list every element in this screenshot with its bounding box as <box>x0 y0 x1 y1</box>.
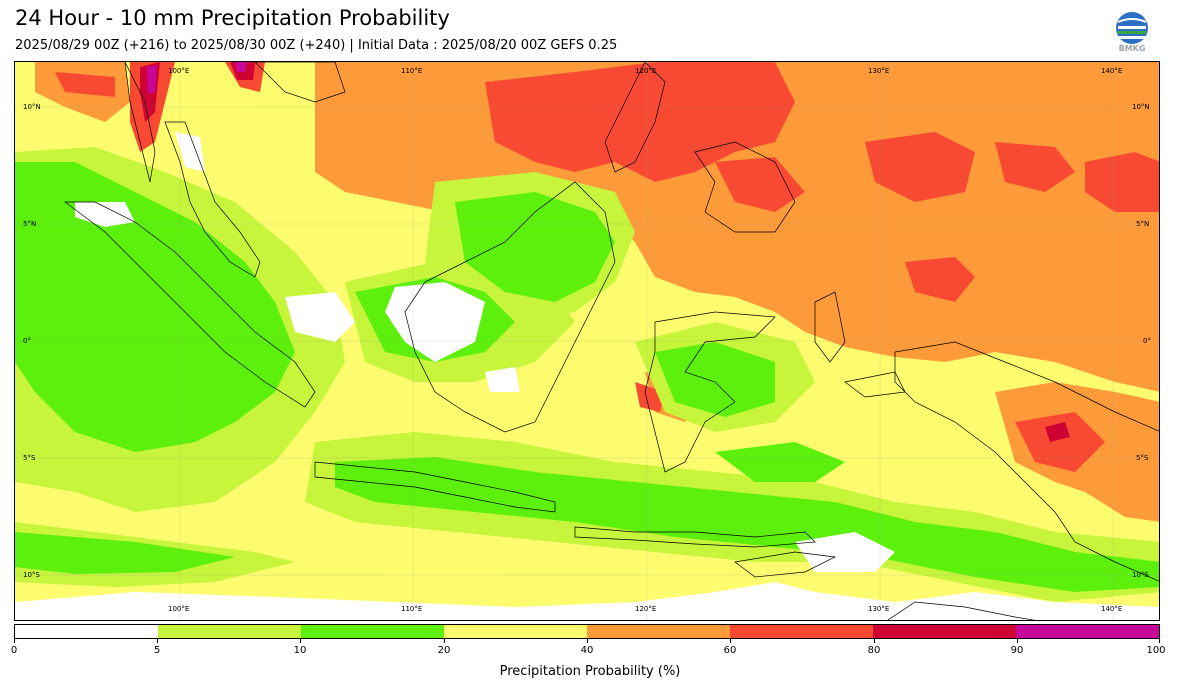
lat-label-left: 10°N <box>23 103 41 111</box>
lon-label-top: 130°E <box>868 67 890 75</box>
colorbar-segment <box>158 625 301 638</box>
lon-label-bottom: 110°E <box>401 605 423 613</box>
colorbar-tick-label: 5 <box>153 645 161 656</box>
colorbar-tick <box>157 639 158 643</box>
colorbar-tick-label: 80 <box>867 645 881 656</box>
colorbar-tick <box>587 639 588 643</box>
colorbar-tick <box>730 639 731 643</box>
colorbar-segment <box>15 625 158 638</box>
precipitation-map: 100°E 110°E 120°E 130°E 140°E 100°E 110°… <box>14 61 1160 621</box>
colorbar-segment <box>444 625 587 638</box>
colorbar-segment <box>1016 625 1159 638</box>
colorbar-segment <box>587 625 730 638</box>
lat-label-right: 5°N <box>1136 220 1150 228</box>
lon-label-bottom: 100°E <box>168 605 190 613</box>
colorbar-tick <box>14 639 15 643</box>
lat-label-right: 0° <box>1143 337 1151 345</box>
lat-label-right: 5°S <box>1136 454 1149 462</box>
colorbar-tick <box>1017 639 1018 643</box>
map-title: 24 Hour - 10 mm Precipitation Probabilit… <box>15 6 450 30</box>
lat-label-left: 10°S <box>23 571 40 579</box>
colorbar-segment <box>873 625 1016 638</box>
logo-text: BMKG <box>1118 44 1146 53</box>
lon-label-bottom: 140°E <box>1101 605 1123 613</box>
bmkg-logo <box>1116 12 1148 44</box>
colorbar-tick-label: 10 <box>293 645 307 656</box>
lon-label-top: 140°E <box>1101 67 1123 75</box>
lat-label-left: 5°S <box>23 454 36 462</box>
colorbar-tick <box>300 639 301 643</box>
probability-field <box>15 62 1159 620</box>
colorbar-label: Precipitation Probability (%) <box>499 664 681 679</box>
colorbar <box>14 624 1160 639</box>
colorbar-tick-label: 60 <box>723 645 737 656</box>
lon-label-top: 120°E <box>635 67 657 75</box>
colorbar-tick <box>874 639 875 643</box>
colorbar-tick-label: 40 <box>580 645 594 656</box>
colorbar-tick <box>444 639 445 643</box>
lat-label-right: 10°N <box>1132 103 1150 111</box>
colorbar-tick-label: 0 <box>10 645 18 656</box>
lon-label-top: 110°E <box>401 67 423 75</box>
colorbar-tick-label: 100 <box>1146 645 1166 656</box>
lon-label-bottom: 130°E <box>868 605 890 613</box>
lat-label-right: 10°S <box>1132 571 1149 579</box>
colorbar-segment <box>730 625 873 638</box>
colorbar-tick-label: 90 <box>1010 645 1024 656</box>
lon-label-bottom: 120°E <box>635 605 657 613</box>
map-subtitle: 2025/08/29 00Z (+216) to 2025/08/30 00Z … <box>15 38 618 53</box>
colorbar-tick-label: 20 <box>437 645 451 656</box>
lat-label-left: 5°N <box>23 220 37 228</box>
lon-label-top: 100°E <box>168 67 190 75</box>
colorbar-tick <box>1159 639 1160 643</box>
colorbar-segment <box>301 625 444 638</box>
lat-label-left: 0° <box>23 337 31 345</box>
